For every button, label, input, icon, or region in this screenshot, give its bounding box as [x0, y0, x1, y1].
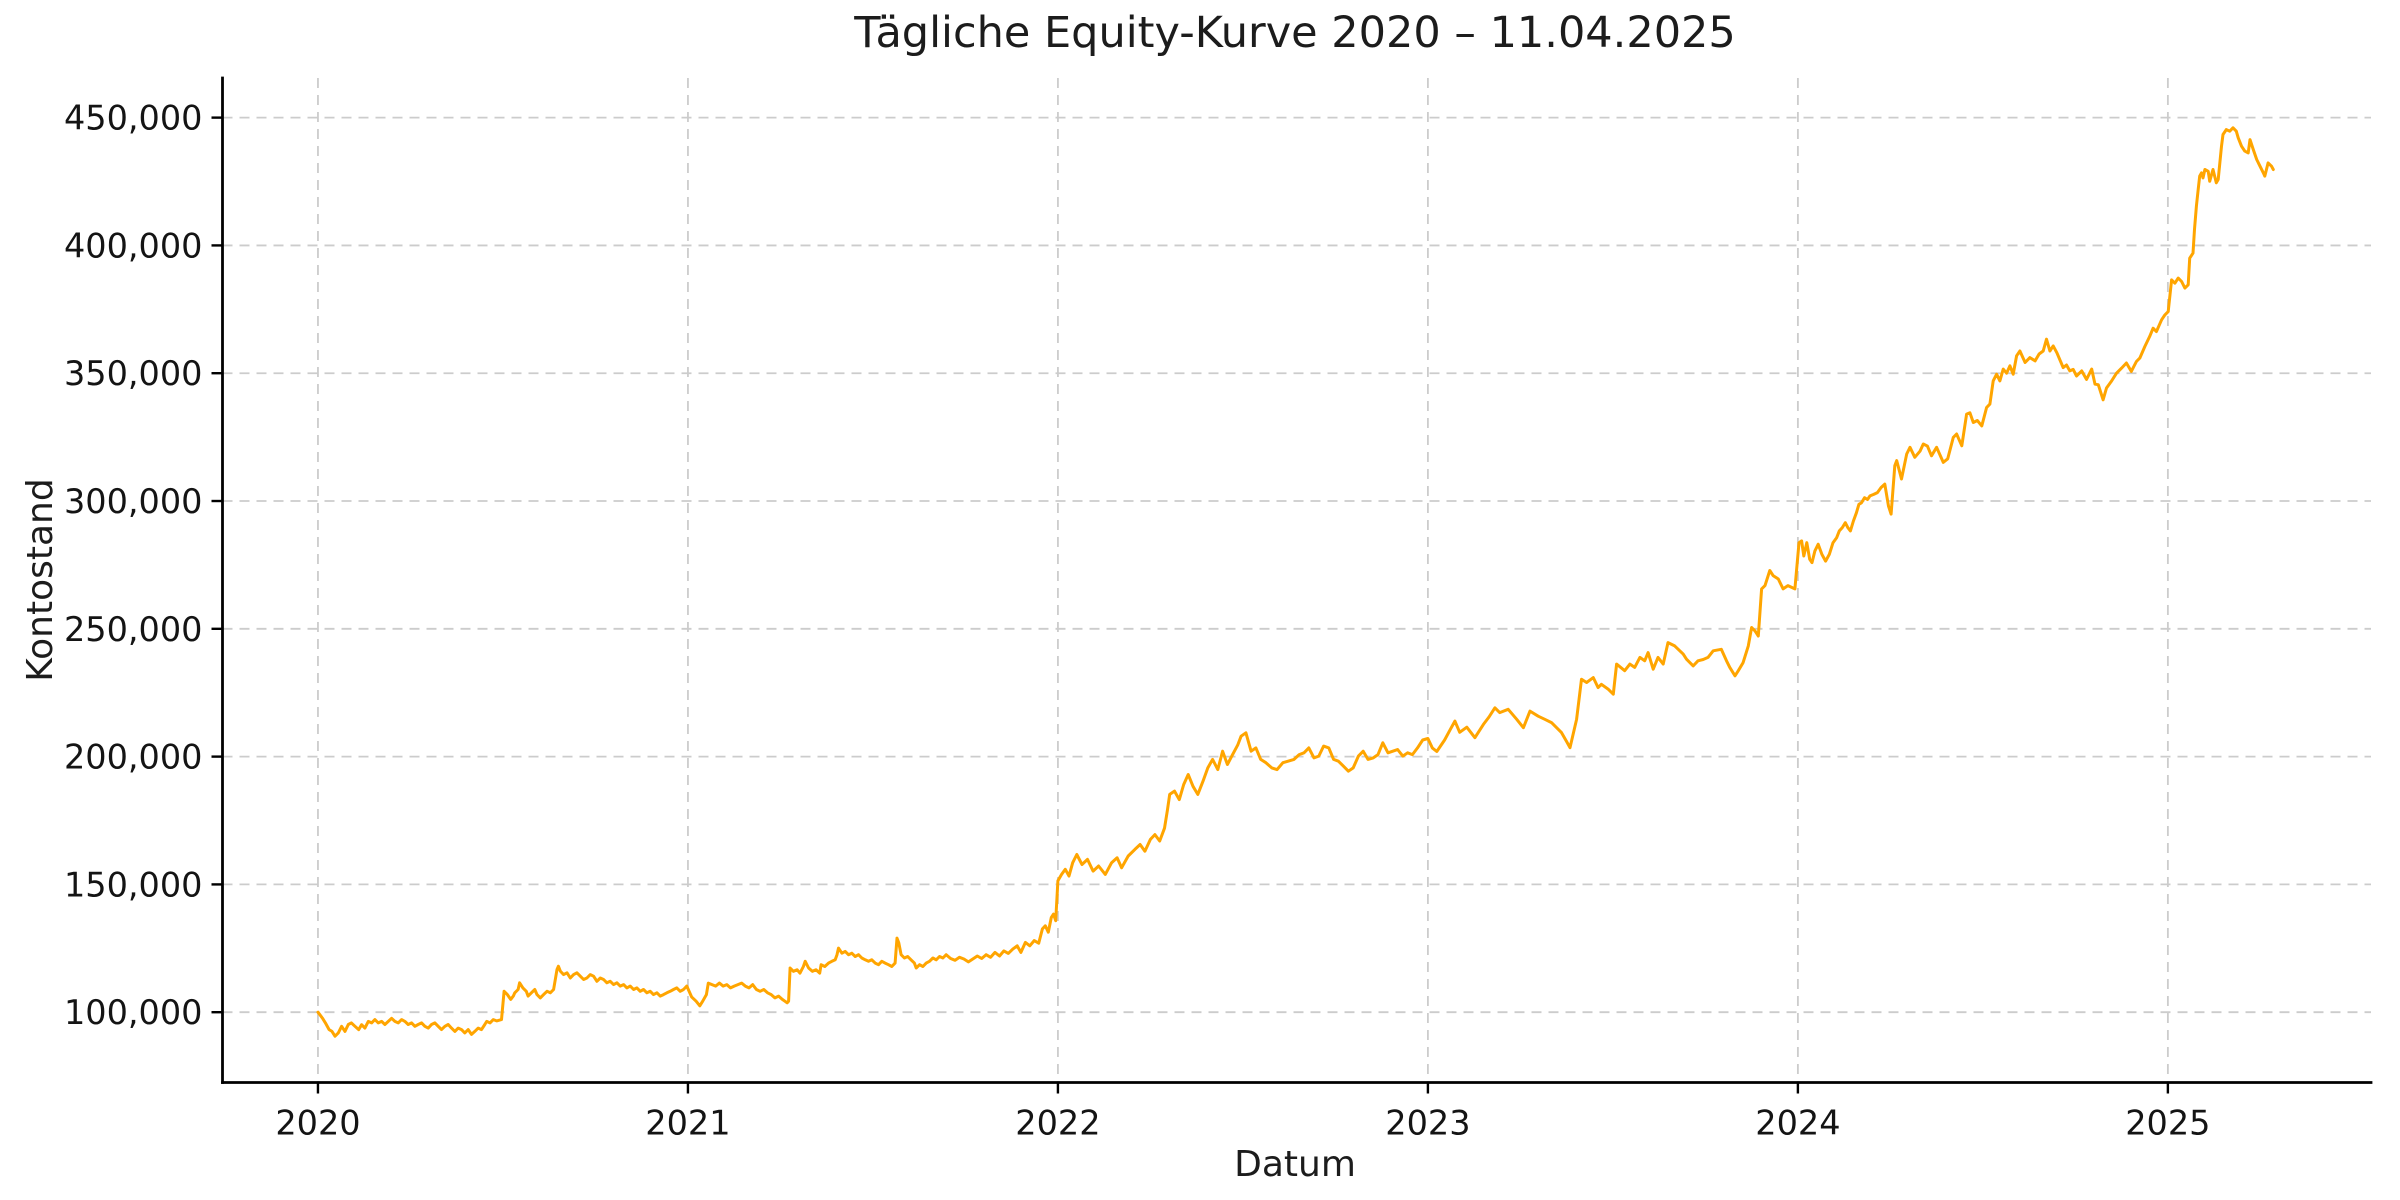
x-tick-label: 2024 — [1755, 1104, 1840, 1143]
tick-label-layer: 2020 2021 2022 2023 2024 2025 100,000 150,000 20… — [64, 99, 2211, 1143]
y-tick-label: 400,000 — [64, 226, 203, 265]
y-tick-label: 450,000 — [64, 99, 203, 138]
grid-layer — [222, 78, 2371, 1083]
x-tick-label: 2022 — [1015, 1104, 1100, 1143]
y-tick-label: 300,000 — [64, 482, 203, 521]
y-axis-label: Kontostand — [20, 478, 61, 681]
y-tick-label: 150,000 — [64, 865, 203, 904]
x-tick-label: 2025 — [2125, 1104, 2210, 1143]
y-tick-label: 250,000 — [64, 610, 203, 649]
x-tick-label: 2021 — [645, 1104, 730, 1143]
y-tick-label: 350,000 — [64, 354, 203, 393]
x-axis-label: Datum — [1234, 1144, 1356, 1185]
x-tick-label: 2023 — [1385, 1104, 1470, 1143]
y-tick-label: 200,000 — [64, 738, 203, 777]
x-tick-label: 2020 — [275, 1104, 360, 1143]
equity-line — [316, 126, 2275, 1038]
chart-title: Tägliche Equity-Kurve 2020 – 11.04.2025 — [853, 8, 1736, 58]
axes-layer — [211, 76, 2373, 1094]
y-tick-label: 100,000 — [64, 993, 203, 1032]
